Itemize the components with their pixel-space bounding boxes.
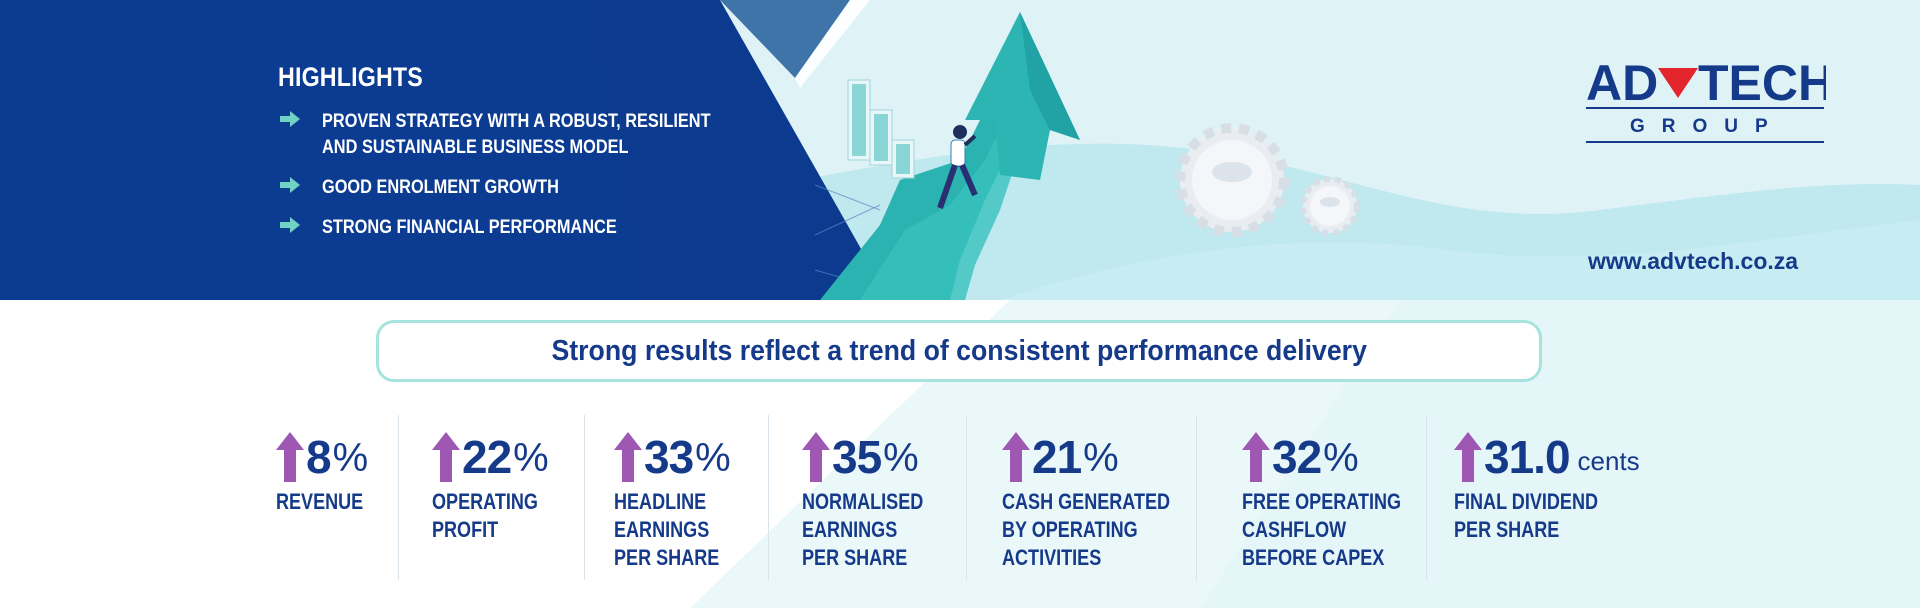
divider: [966, 415, 967, 580]
metric-operating-profit: 22 % OPERATING PROFIT: [432, 420, 652, 580]
up-arrow-icon: [432, 432, 460, 482]
up-arrow-icon: [1002, 432, 1030, 482]
highlights-section: HIGHLIGHTS PROVEN STRATEGY WITH A ROBUST…: [278, 62, 782, 255]
metric-unit: %: [1083, 436, 1119, 480]
up-arrow-icon: [276, 432, 304, 482]
logo-wordmark-left: AD: [1586, 58, 1658, 111]
divider: [1196, 415, 1197, 580]
up-arrow-icon: [1454, 432, 1482, 482]
metric-unit: %: [1323, 436, 1359, 480]
up-arrow-icon: [614, 432, 642, 482]
tagline-box: Strong results reflect a trend of consis…: [376, 320, 1542, 382]
metric-value: 22: [462, 431, 512, 483]
divider: [584, 415, 585, 580]
metric-value: 32: [1272, 431, 1322, 483]
metric-free-operating-cashflow: 32 % FREE OPERATING CASHFLOW BEFORE CAPE…: [1242, 420, 1462, 580]
metric-label: HEADLINE EARNINGS PER SHARE: [614, 489, 720, 570]
small-gear-icon: [1300, 176, 1360, 236]
list-item: GOOD ENROLMENT GROWTH: [278, 175, 782, 201]
runner-figure: [937, 125, 978, 209]
list-item: PROVEN STRATEGY WITH A ROBUST, RESILIENT…: [278, 109, 782, 161]
highlights-title: HIGHLIGHTS: [278, 62, 423, 92]
gear-icon: [1175, 123, 1289, 237]
divider: [1426, 415, 1427, 580]
header-banner: HIGHLIGHTS PROVEN STRATEGY WITH A ROBUST…: [0, 0, 1920, 300]
lower-background: [0, 300, 1920, 608]
metric-value: 31.0: [1484, 431, 1571, 483]
highlight-text: STRONG FINANCIAL PERFORMANCE: [322, 217, 617, 238]
metric-unit: cents: [1577, 446, 1640, 476]
metric-final-dividend: 31.0 cents FINAL DIVIDEND PER SHARE: [1454, 420, 1674, 580]
metric-label: NORMALISED EARNINGS PER SHARE: [802, 489, 924, 570]
metric-unit: %: [883, 436, 919, 480]
up-arrow-icon: [1242, 432, 1270, 482]
logo-subtitle: GROUP: [1630, 116, 1785, 137]
arrow-right-icon: [280, 177, 300, 193]
highlights-list: PROVEN STRATEGY WITH A ROBUST, RESILIENT…: [278, 109, 782, 241]
metric-revenue: 8 % REVENUE: [276, 420, 496, 580]
metric-value: 21: [1032, 431, 1082, 483]
banner-illustration: [0, 0, 1920, 300]
growth-path: [820, 70, 1040, 300]
triangle-accent: [720, 0, 850, 78]
arrow-right-icon: [280, 111, 300, 127]
bar-chart-icon: [847, 79, 915, 179]
metric-label: OPERATING PROFIT: [432, 489, 538, 542]
divider: [398, 415, 399, 580]
metric-value: 8: [306, 431, 332, 483]
metric-value: 35: [832, 431, 882, 483]
arrow-right-icon: [280, 217, 300, 233]
logo-triangle-icon: [1658, 68, 1698, 98]
advtech-logo: AD TECH GROUP: [1586, 58, 1826, 143]
website-link[interactable]: www.advtech.co.za: [1588, 248, 1799, 274]
divider: [768, 415, 769, 580]
metric-unit: %: [332, 436, 369, 480]
metric-normalised-eps: 35 % NORMALISED EARNINGS PER SHARE: [802, 420, 1022, 580]
highlight-text: PROVEN STRATEGY WITH A ROBUST, RESILIENT…: [322, 111, 711, 158]
metric-label: FINAL DIVIDEND PER SHARE: [1454, 489, 1598, 542]
metric-label: CASH GENERATED BY OPERATING ACTIVITIES: [1002, 489, 1171, 570]
highlight-text: GOOD ENROLMENT GROWTH: [322, 177, 559, 198]
metric-label: REVENUE: [276, 489, 364, 514]
growth-arrow-icon: [965, 12, 1080, 180]
metric-unit: %: [695, 436, 731, 480]
metric-label: FREE OPERATING CASHFLOW BEFORE CAPEX: [1242, 489, 1402, 570]
logo-wordmark-right: TECH: [1698, 58, 1826, 111]
metric-unit: %: [513, 436, 549, 480]
list-item: STRONG FINANCIAL PERFORMANCE: [278, 215, 782, 241]
up-arrow-icon: [802, 432, 830, 482]
metric-value: 33: [644, 431, 694, 483]
tagline: Strong results reflect a trend of consis…: [551, 334, 1367, 367]
metric-cash-generated: 21 % CASH GENERATED BY OPERATING ACTIVIT…: [1002, 420, 1222, 580]
metric-headline-eps: 33 % HEADLINE EARNINGS PER SHARE: [614, 420, 834, 580]
